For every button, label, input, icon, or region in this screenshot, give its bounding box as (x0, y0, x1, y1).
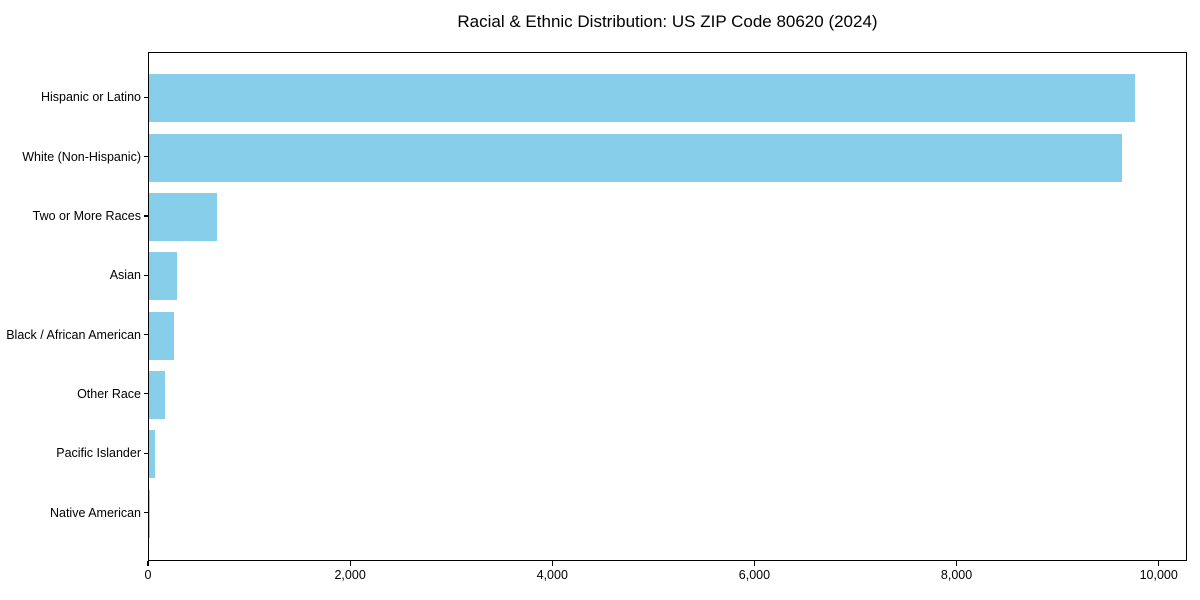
x-tick-label: 0 (144, 568, 152, 582)
bar (149, 193, 217, 241)
chart-title: Racial & Ethnic Distribution: US ZIP Cod… (457, 12, 878, 31)
plot-area (148, 52, 1187, 561)
y-tick-label: White (Non-Hispanic) (22, 149, 141, 164)
x-tick-mark (753, 561, 755, 566)
bar (149, 133, 1123, 182)
y-tick-label: Hispanic or Latino (40, 90, 141, 105)
bar (149, 252, 177, 301)
bar (149, 74, 1135, 123)
x-tick-label: 10,000 (1139, 568, 1178, 582)
y-tick-label: Pacific Islander (56, 445, 141, 460)
y-tick-mark (144, 156, 148, 158)
y-tick-label: Two or More Races (32, 208, 141, 223)
x-tick-label: 6,000 (738, 568, 771, 582)
y-tick-label: Asian (109, 268, 141, 283)
y-tick-mark (144, 96, 148, 98)
bar (149, 311, 174, 360)
bar (149, 489, 150, 538)
y-tick-label: Native American (49, 505, 141, 520)
x-tick-mark (349, 561, 351, 566)
x-tick-label: 4,000 (536, 568, 568, 582)
y-tick-mark (144, 274, 148, 276)
y-tick-label: Black / African American (6, 327, 141, 342)
y-tick-mark (144, 215, 148, 217)
x-tick-mark (1158, 561, 1160, 566)
bar (149, 430, 155, 479)
x-tick-mark (955, 561, 958, 566)
y-tick-mark (144, 452, 148, 454)
x-tick-mark (147, 561, 149, 566)
x-tick-label: 8,000 (940, 568, 973, 582)
y-tick-mark (144, 334, 148, 336)
y-tick-mark (144, 393, 148, 395)
x-tick-label: 2,000 (334, 568, 366, 582)
y-tick-label: Other Race (77, 386, 141, 401)
y-tick-mark (144, 511, 148, 514)
x-tick-mark (551, 561, 553, 566)
bar (149, 370, 165, 419)
